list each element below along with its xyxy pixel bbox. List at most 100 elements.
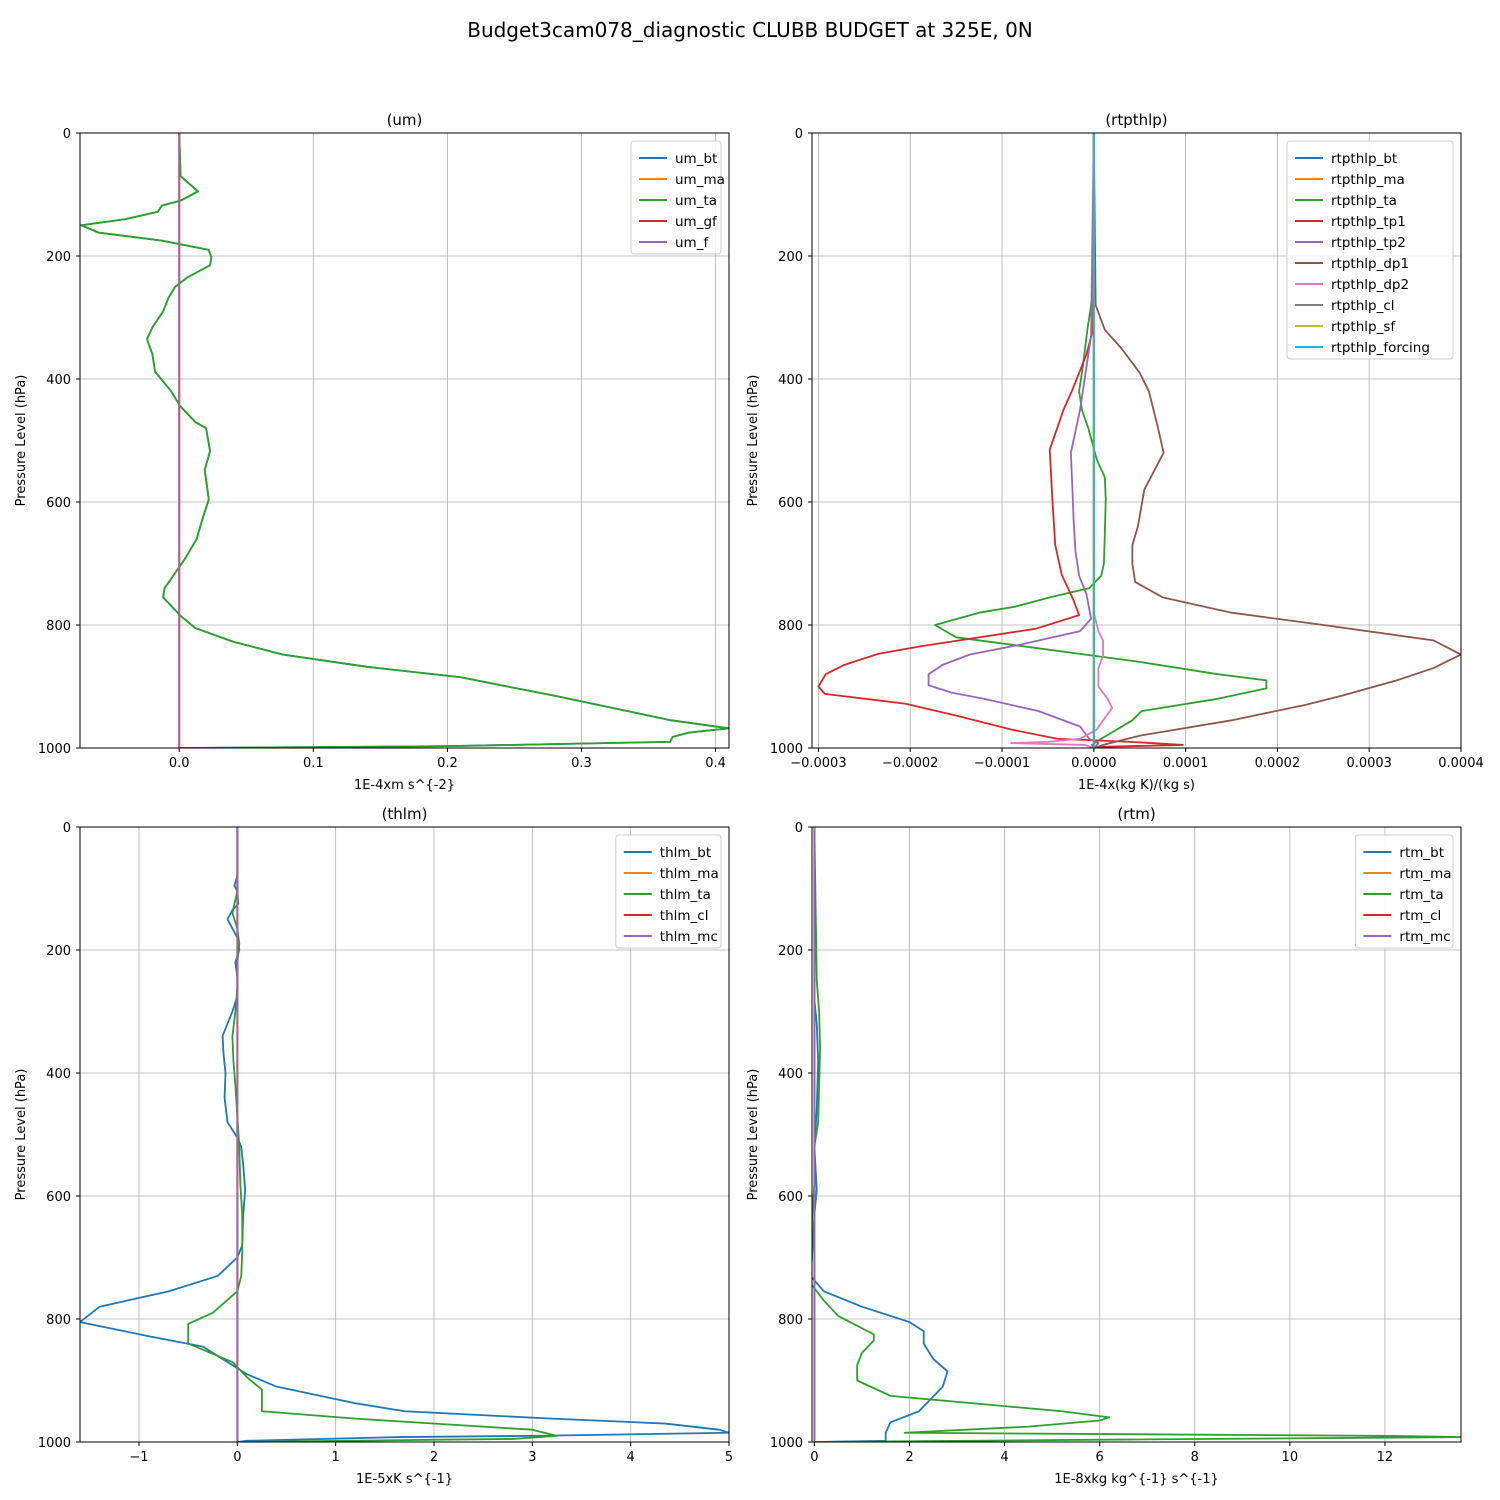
x-tick-label: 0	[810, 1450, 818, 1465]
legend-entry-rtpthlp-dp1: rtpthlp_dp1	[1331, 256, 1409, 272]
legend-entry-rtpthlp-forcing: rtpthlp_forcing	[1331, 340, 1430, 356]
x-tick-label: 0.0001	[1163, 756, 1209, 771]
legend-entry-thlm-bt: thlm_bt	[660, 845, 711, 861]
legend-entry-rtpthlp-sf: rtpthlp_sf	[1331, 319, 1396, 335]
x-tick-label: 0	[233, 1450, 241, 1465]
y-tick-label: 0	[795, 821, 803, 836]
legend: thlm_bt thlm_ma thlm_ta thlm_cl thlm_mc	[615, 834, 722, 949]
series-line-thlm-bt	[80, 827, 729, 1442]
legend-entry-rtm-mc: rtm_mc	[1399, 929, 1450, 945]
y-tick-label: 400	[778, 373, 803, 388]
x-tick-label: 6	[1096, 1450, 1104, 1465]
panel-thlm: −1 0 1 2 3 4 5 0 200 400 600 800 1000 (thlm) 1E-5xK s^…	[14, 805, 733, 1487]
x-axis-label: 1E-8xkg kg^{-1} s^{-1}	[1054, 1472, 1219, 1487]
axes-title: (rtpthlp)	[1105, 111, 1167, 129]
y-tick-label: 600	[46, 496, 71, 511]
x-tick-label: 0.2	[437, 756, 458, 771]
y-tick-label: 1000	[770, 1436, 803, 1451]
series-group	[812, 827, 1461, 1442]
x-tick-label: −1	[129, 1450, 148, 1465]
x-tick-label: 0.0003	[1346, 756, 1392, 771]
legend-entry-rtm-bt: rtm_bt	[1399, 845, 1444, 861]
y-tick-label: 800	[46, 1313, 71, 1328]
legend-entry-um-gf: um_gf	[675, 214, 718, 230]
legend-entry-rtm-cl: rtm_cl	[1399, 908, 1441, 924]
legend: um_bt um_ma um_ta um_gf um_f	[630, 140, 725, 255]
legend-entry-rtpthlp-bt: rtpthlp_bt	[1331, 151, 1397, 167]
x-tick-label: 12	[1377, 1450, 1394, 1465]
axes-frame	[811, 826, 1462, 1443]
y-tick-label: 400	[778, 1067, 803, 1082]
axes-frame	[811, 132, 1462, 749]
series-line-rtpthlp-tp1	[817, 133, 1184, 748]
legend-entry-rtpthlp-tp1: rtpthlp_tp1	[1331, 214, 1406, 230]
y-tick-label: 600	[778, 496, 803, 511]
panel-rtpthlp: −0.0003 −0.0002 −0.0001 0.0000 0.0001 0.0002 0…	[746, 111, 1484, 793]
legend-entry-rtpthlp-ma: rtpthlp_ma	[1331, 172, 1405, 188]
legend-entry-rtpthlp-tp2: rtpthlp_tp2	[1331, 235, 1406, 251]
x-tick-label: 0.0000	[1071, 756, 1117, 771]
y-tick-label: 1000	[38, 742, 71, 757]
y-tick-label: 1000	[38, 1436, 71, 1451]
series-line-rtpthlp-tp2	[927, 133, 1100, 748]
series-line-rtm-bt	[812, 827, 949, 1442]
series-group	[80, 827, 729, 1442]
y-tick-label: 0	[63, 821, 71, 836]
x-tick-label: 0.4	[705, 756, 726, 771]
legend-entry-thlm-ma: thlm_ma	[660, 866, 719, 882]
figure-title: Budget3cam078_diagnostic CLUBB BUDGET at…	[467, 18, 1033, 42]
panel-rtm: 0 2 4 6 8 10 12 0 200 400 600 800 1000 (rtm) 1E-8xkg k…	[746, 805, 1462, 1487]
y-axis-label: Pressure Level (hPa)	[14, 1069, 29, 1201]
x-tick-label: 0.1	[303, 756, 324, 771]
x-tick-label: 2	[905, 1450, 913, 1465]
legend-entry-thlm-ta: thlm_ta	[660, 887, 711, 903]
series-group	[80, 133, 729, 748]
x-axis-label: 1E-4x(kg K)/(kg s)	[1078, 778, 1195, 793]
legend-entry-rtpthlp-dp2: rtpthlp_dp2	[1331, 277, 1409, 293]
y-tick-label: 800	[46, 619, 71, 634]
x-tick-label: 4	[1000, 1450, 1008, 1465]
y-tick-label: 1000	[770, 742, 803, 757]
axes-frame	[79, 826, 730, 1443]
series-group	[817, 133, 1461, 748]
axes-title: (rtm)	[1117, 805, 1155, 823]
legend-entry-rtpthlp-ta: rtpthlp_ta	[1331, 193, 1397, 209]
x-axis-label: 1E-5xK s^{-1}	[356, 1472, 453, 1487]
legend-entry-um-ma: um_ma	[675, 172, 725, 188]
y-tick-label: 200	[778, 250, 803, 265]
legend-entry-thlm-mc: thlm_mc	[660, 929, 718, 945]
legend-entry-thlm-cl: thlm_cl	[660, 908, 709, 924]
series-line-rtpthlp-dp1	[1092, 133, 1461, 748]
series-line-rtpthlp-ta	[934, 133, 1268, 748]
y-tick-label: 200	[46, 944, 71, 959]
legend-box	[1286, 140, 1454, 360]
y-tick-label: 200	[46, 250, 71, 265]
x-tick-label: 4	[627, 1450, 635, 1465]
legend-box	[615, 834, 722, 949]
axes-frame	[79, 132, 730, 749]
x-axis-label: 1E-4xm s^{-2}	[354, 778, 455, 793]
y-tick-label: 0	[63, 127, 71, 142]
x-tick-label: 2	[430, 1450, 438, 1465]
legend-box	[1354, 834, 1454, 949]
axes-title: (thlm)	[382, 805, 428, 823]
x-tick-label: 0.0004	[1438, 756, 1484, 771]
panel-um: 0.0 0.1 0.2 0.3 0.4 0 200 400 600 800 1000 (um) 1E-4…	[14, 111, 730, 793]
y-axis-label: Pressure Level (hPa)	[746, 1069, 761, 1201]
legend-entry-rtm-ma: rtm_ma	[1399, 866, 1451, 882]
x-tick-label: −0.0003	[790, 756, 846, 771]
y-tick-label: 800	[778, 619, 803, 634]
x-tick-label: 10	[1282, 1450, 1299, 1465]
axes-title: (um)	[387, 111, 423, 129]
x-tick-label: −0.0002	[882, 756, 938, 771]
x-tick-label: 0.0002	[1255, 756, 1301, 771]
x-tick-label: 0.3	[571, 756, 592, 771]
x-tick-label: 1	[332, 1450, 340, 1465]
y-tick-label: 800	[778, 1313, 803, 1328]
legend-entry-um-ta: um_ta	[675, 193, 717, 209]
x-tick-label: 5	[725, 1450, 733, 1465]
x-tick-label: −0.0001	[974, 756, 1030, 771]
y-tick-label: 200	[778, 944, 803, 959]
legend: rtpthlp_bt rtpthlp_ma rtpthlp_ta rtpthlp_tp…	[1286, 140, 1454, 360]
